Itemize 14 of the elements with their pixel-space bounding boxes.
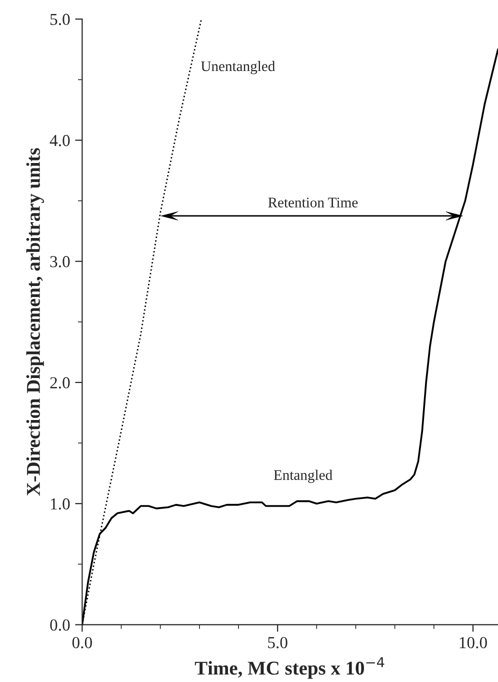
y-tick-label: 2.0 xyxy=(50,377,70,388)
annotation: Entangled xyxy=(274,470,332,483)
x-tick-label: 0.0 xyxy=(72,637,92,648)
x-axis-title: Time, MC steps x 10$^{−4}$ xyxy=(194,657,384,679)
y-tick-label: 4.0 xyxy=(50,134,70,146)
y-tick-label: 5.0 xyxy=(50,14,70,26)
x-tick-label: 5.0 xyxy=(268,637,288,648)
x-tick-label: 10.0 xyxy=(460,637,487,648)
y-tick-label: 0.0 xyxy=(50,619,70,631)
annotation: Retention Time xyxy=(268,198,358,208)
y-axis-title: X-Direction Displacement, arbitrary units xyxy=(26,148,44,496)
y-tick-label: 3.0 xyxy=(50,256,70,268)
y-tick-label: 1.0 xyxy=(50,498,70,510)
annotation: Unentangled xyxy=(200,60,276,74)
